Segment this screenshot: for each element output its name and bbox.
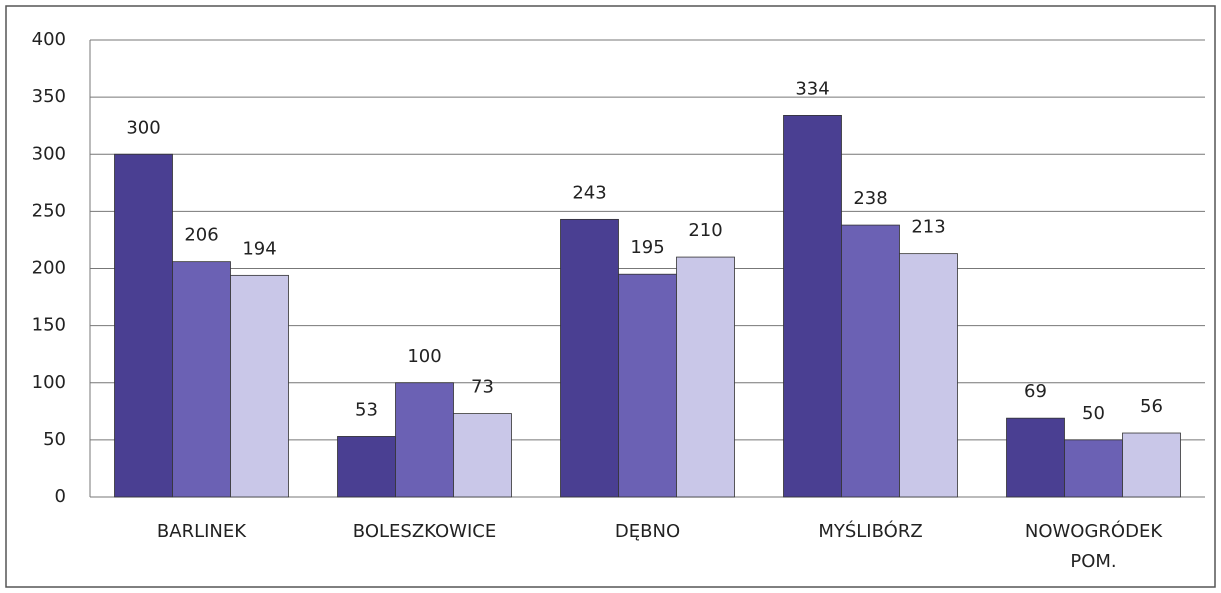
data-label: 69	[1024, 381, 1047, 402]
bar	[618, 273, 677, 498]
x-tick-label: BOLESZKOWICE	[353, 521, 496, 542]
y-tick-label: 350	[32, 86, 66, 107]
y-tick-label: 250	[32, 200, 66, 221]
data-label: 56	[1140, 396, 1163, 417]
data-label: 243	[572, 182, 606, 203]
data-label: 334	[795, 78, 829, 99]
data-label: 194	[242, 238, 276, 259]
y-tick-label: 400	[32, 29, 66, 50]
data-label: 53	[355, 399, 378, 420]
bar	[337, 436, 396, 498]
data-label: 300	[126, 117, 160, 138]
bar	[453, 413, 512, 498]
data-label: 213	[911, 217, 945, 238]
data-label: 206	[184, 225, 218, 246]
data-label: 238	[853, 188, 887, 209]
bar	[1064, 439, 1123, 498]
bar	[841, 224, 900, 498]
x-tick-label: MYŚLIBÓRZ	[818, 520, 922, 542]
data-label: 195	[630, 237, 664, 258]
x-tick-label: BARLINEK	[157, 521, 247, 542]
data-label: 100	[407, 346, 441, 367]
bar	[1122, 432, 1181, 498]
bar	[560, 218, 619, 498]
data-label: 210	[688, 220, 722, 241]
bar	[783, 115, 842, 498]
x-tick-label: DĘBNO	[615, 521, 680, 542]
data-label: 73	[471, 377, 494, 398]
bar	[114, 153, 173, 498]
y-tick-label: 200	[32, 258, 66, 279]
bar	[1006, 417, 1065, 498]
bar	[676, 256, 735, 498]
y-tick-label: 100	[32, 372, 66, 393]
y-tick-label: 150	[32, 315, 66, 336]
data-label: 50	[1082, 403, 1105, 424]
bar	[172, 261, 231, 498]
bar	[899, 253, 958, 498]
bar	[230, 274, 289, 498]
y-tick-label: 50	[43, 429, 66, 450]
y-tick-label: 300	[32, 143, 66, 164]
bar	[395, 382, 454, 498]
x-tick-label: NOWOGRÓDEK POM.	[1025, 520, 1163, 572]
y-tick-label: 0	[55, 486, 66, 507]
